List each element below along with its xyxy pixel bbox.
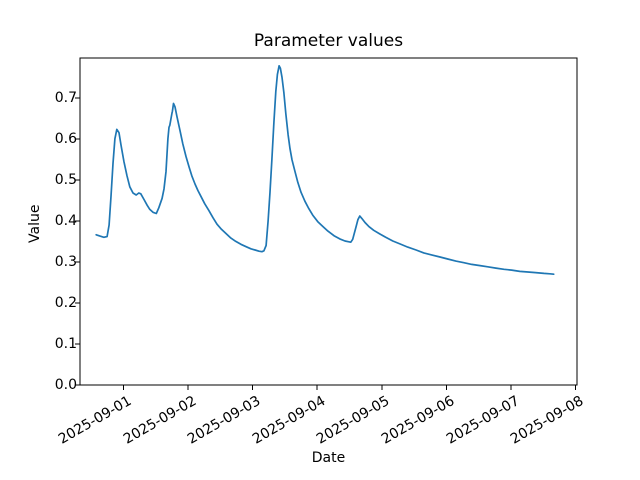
y-tick-label: 0.3 [54,253,77,270]
y-tick-label: 0.2 [54,294,77,311]
y-tick-label: 0.7 [54,89,77,106]
x-axis-label: Date [311,450,346,466]
chart-title: Parameter values [253,31,404,51]
y-tick-label: 0.6 [54,130,77,147]
y-tick-label: 0.1 [54,335,77,352]
axes-frame [79,57,578,386]
y-tick-label: 0.4 [54,212,77,229]
y-tick-label: 0.0 [54,377,77,393]
y-tick-label: 0.5 [54,171,77,188]
line-series-parameter-value [95,64,555,276]
